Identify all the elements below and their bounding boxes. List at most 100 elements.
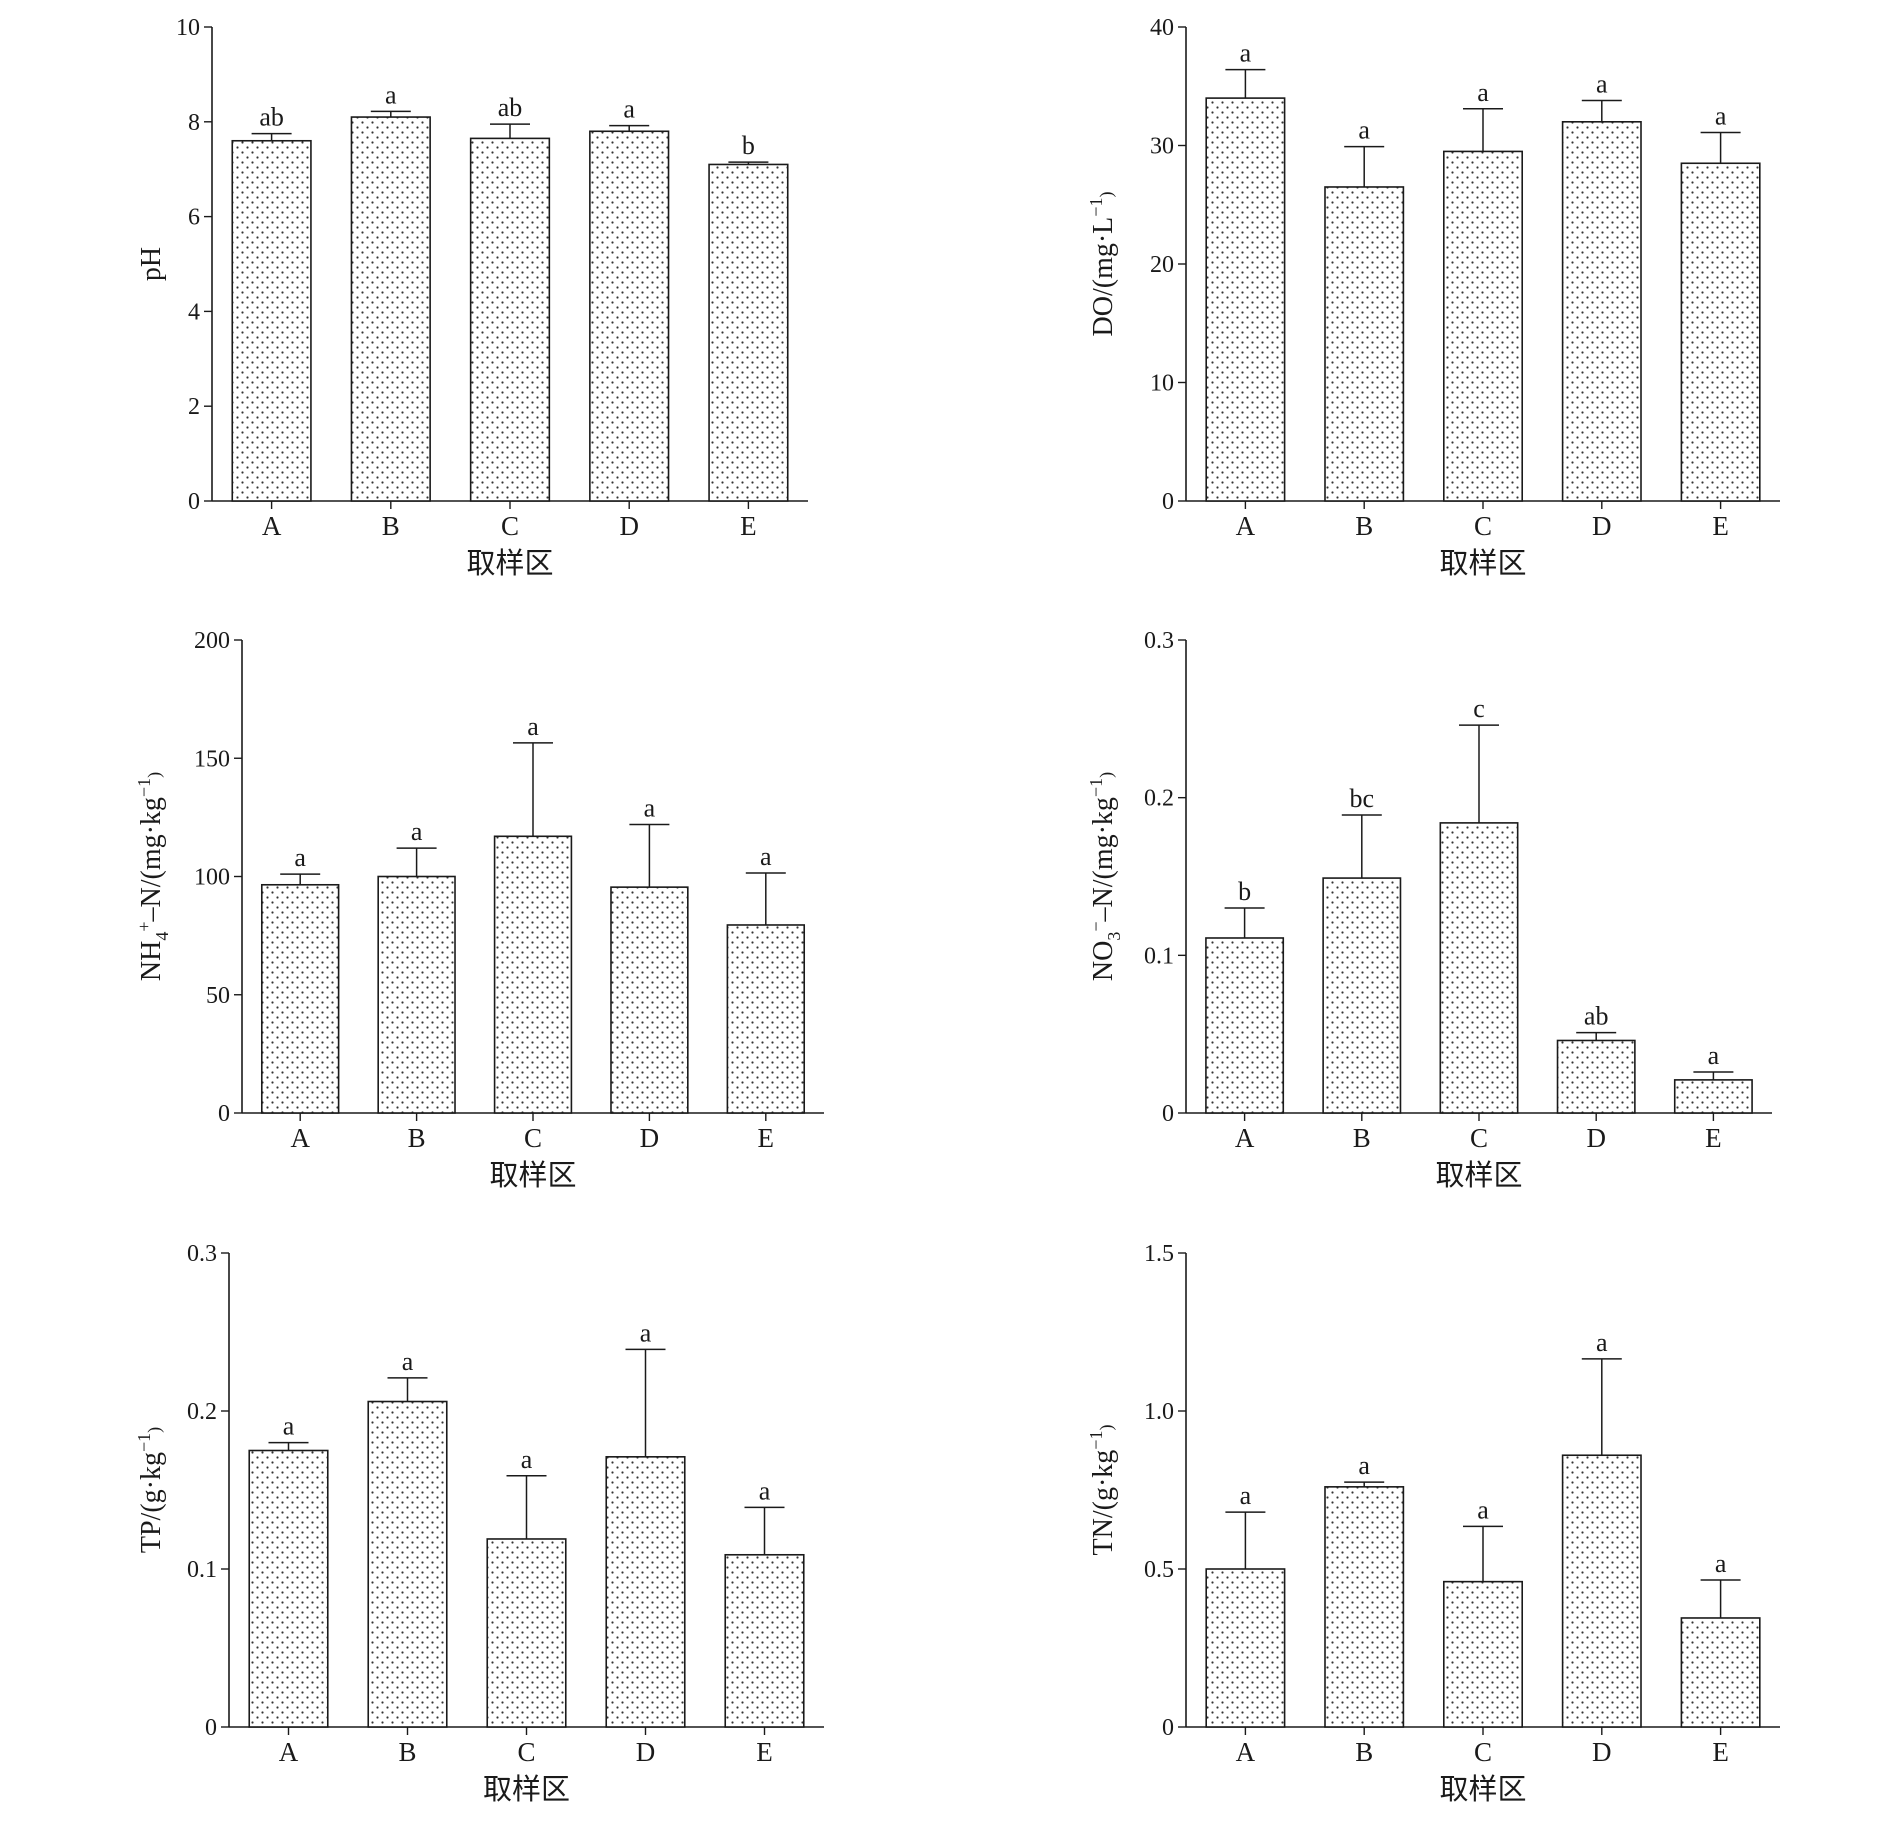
significance-label: a: [527, 712, 539, 741]
significance-label: a: [1715, 101, 1727, 130]
x-tick-label: B: [408, 1123, 426, 1153]
x-tick-label: A: [262, 511, 282, 541]
significance-label: ab: [259, 103, 284, 132]
bar-D: [1561, 121, 1642, 502]
x-tick-label: B: [382, 511, 400, 541]
bar-B: [350, 116, 431, 502]
y-tick-label: 8: [188, 110, 200, 136]
significance-label: a: [411, 817, 423, 846]
chart-panel-5: 0 0.1 0.2 0.3 a Aa Ba Ca Da E 取样区 TP/(g·kg−1): [134, 1241, 824, 1806]
x-tick-label: D: [640, 1123, 660, 1153]
y-axis-title: TN/(g·kg−1): [1086, 1425, 1119, 1556]
significance-label: a: [1708, 1041, 1720, 1070]
y-tick-label: 0.1: [1144, 943, 1174, 969]
bar-D: [1561, 1454, 1642, 1728]
bar-B: [1324, 1486, 1405, 1728]
bar-C: [486, 1538, 567, 1728]
bar-A: [1205, 937, 1285, 1114]
significance-label: a: [644, 793, 656, 822]
y-tick-label: 0.3: [1144, 628, 1174, 654]
significance-label: a: [1358, 1451, 1370, 1480]
y-tick-label: 10: [1150, 371, 1174, 397]
bar-C: [1442, 150, 1524, 502]
x-tick-label: B: [1355, 511, 1373, 541]
bar-E: [708, 163, 789, 502]
significance-label: a: [1596, 1328, 1608, 1357]
x-tick-label: A: [1236, 511, 1256, 541]
x-tick-label: B: [1355, 1737, 1373, 1767]
x-tick-label: E: [1712, 1737, 1729, 1767]
significance-label: a: [1477, 78, 1489, 107]
x-tick-label: B: [398, 1737, 416, 1767]
x-tick-label: D: [1586, 1123, 1606, 1153]
significance-label: a: [1596, 69, 1608, 98]
significance-label: a: [521, 1445, 533, 1474]
y-tick-label: 0: [1162, 1101, 1174, 1127]
x-tick-label: A: [279, 1737, 299, 1767]
significance-label: a: [294, 843, 306, 872]
y-tick-label: 0: [218, 1101, 230, 1127]
bar-D: [610, 886, 689, 1114]
y-tick-label: 2: [188, 394, 200, 420]
x-tick-label: D: [1592, 511, 1612, 541]
y-tick-label: 30: [1150, 134, 1174, 160]
x-tick-label: C: [1474, 1737, 1492, 1767]
x-tick-label: A: [1235, 1123, 1255, 1153]
x-tick-label: B: [1353, 1123, 1371, 1153]
y-tick-label: 50: [206, 983, 230, 1009]
x-tick-label: C: [1470, 1123, 1488, 1153]
bar-E: [1673, 1079, 1753, 1114]
chart-panel-6: 0 0.5 1.0 1.5 a Aa Ba Ca Da E 取样区 TN/(g·kg−1): [1086, 1241, 1780, 1806]
x-tick-label: E: [758, 1123, 775, 1153]
x-axis-title: 取样区: [489, 1158, 576, 1192]
significance-label: a: [1477, 1495, 1489, 1524]
x-axis-title: 取样区: [1439, 546, 1526, 580]
y-tick-label: 0: [1162, 489, 1174, 515]
y-tick-label: 1.0: [1144, 1399, 1174, 1425]
chart-panel-1: 0 2 4 6 8 10 ab Aa Bab Ca Db E 取样区 pH: [136, 15, 808, 580]
significance-label: b: [742, 131, 755, 160]
y-tick-label: 0: [188, 489, 200, 515]
significance-label: bc: [1350, 784, 1375, 813]
bar-B: [377, 875, 456, 1114]
significance-label: ab: [498, 93, 523, 122]
y-tick-label: 200: [194, 628, 230, 654]
bar-D: [589, 130, 670, 502]
bar-C: [1442, 1580, 1524, 1728]
y-tick-label: 0.2: [187, 1399, 217, 1425]
x-tick-label: D: [619, 511, 639, 541]
significance-label: a: [760, 842, 772, 871]
significance-label: a: [623, 95, 635, 124]
y-tick-label: 0.1: [187, 1557, 217, 1583]
x-tick-label: C: [1474, 511, 1492, 541]
significance-label: a: [1240, 39, 1252, 68]
bar-B: [1322, 877, 1402, 1114]
x-axis-title: 取样区: [466, 546, 553, 580]
x-tick-label: C: [524, 1123, 542, 1153]
significance-label: c: [1473, 694, 1485, 723]
x-tick-label: E: [1712, 511, 1729, 541]
significance-label: a: [402, 1347, 414, 1376]
x-tick-label: A: [290, 1123, 310, 1153]
bar-B: [367, 1400, 448, 1728]
y-tick-label: 0: [1162, 1715, 1174, 1741]
bar-C: [493, 835, 573, 1114]
y-tick-label: 0.3: [187, 1241, 217, 1267]
y-axis-title: NH4+–N/(mg·kg−1): [134, 772, 172, 981]
x-tick-label: A: [1236, 1737, 1256, 1767]
y-tick-label: 4: [188, 299, 200, 325]
significance-label: ab: [1584, 1002, 1609, 1031]
x-tick-label: C: [517, 1737, 535, 1767]
bar-A: [248, 1449, 329, 1728]
y-tick-label: 20: [1150, 252, 1174, 278]
y-axis-title: DO/(mg·L−1): [1086, 192, 1119, 337]
y-tick-label: 100: [194, 865, 230, 891]
significance-label: a: [1358, 116, 1370, 145]
y-tick-label: 6: [188, 205, 200, 231]
y-tick-label: 10: [176, 15, 200, 41]
bar-E: [1680, 162, 1761, 502]
y-tick-label: 1.5: [1144, 1241, 1174, 1267]
x-tick-label: E: [1705, 1123, 1722, 1153]
significance-label: a: [385, 80, 397, 109]
